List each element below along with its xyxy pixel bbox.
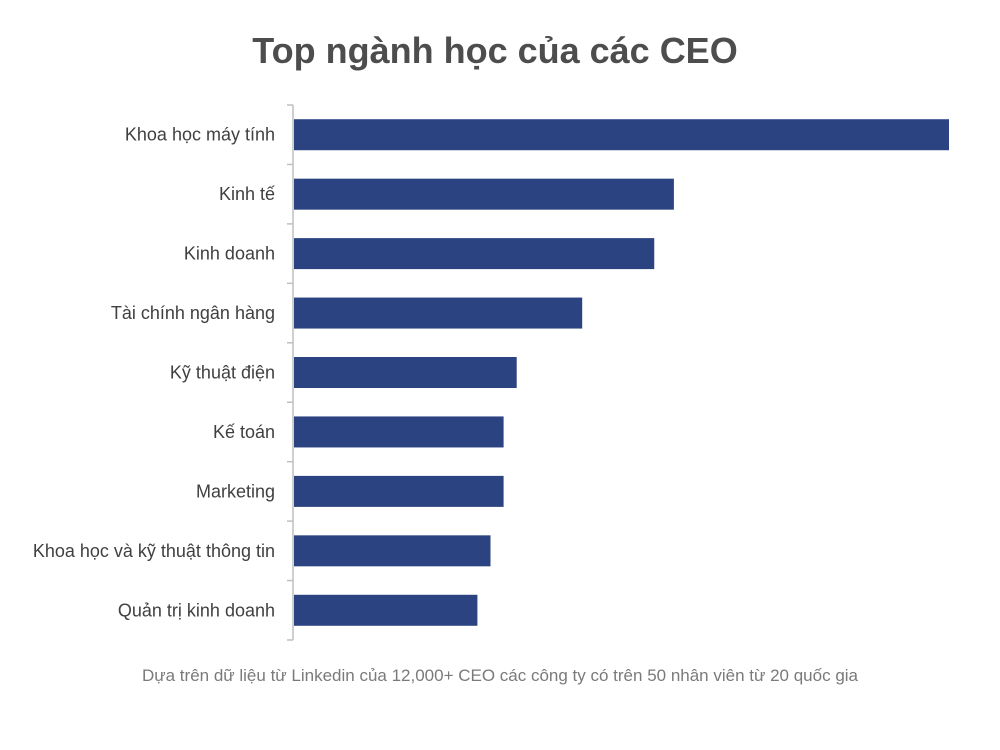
bar <box>294 416 504 448</box>
category-label: Kinh tế <box>219 184 275 204</box>
bar <box>294 119 949 151</box>
category-label: Tài chính ngân hàng <box>111 303 275 323</box>
category-label: Kỹ thuật điện <box>170 363 275 383</box>
category-label: Khoa học và kỹ thuật thông tin <box>33 541 275 561</box>
bar <box>294 594 478 626</box>
category-label: Khoa học máy tính <box>125 125 275 145</box>
category-label: Quản trị kinh doanh <box>118 600 275 620</box>
category-labels: Khoa học máy tính Kinh tế Kinh doanh Tài ch… <box>33 125 275 621</box>
bar <box>294 238 655 270</box>
bars <box>294 119 949 626</box>
chart-title: Top ngành học của các CEO <box>252 30 738 71</box>
category-label: Marketing <box>196 481 275 501</box>
bar <box>294 357 517 388</box>
bar <box>294 297 583 329</box>
bar <box>294 535 491 567</box>
bar <box>294 178 674 210</box>
category-label: Kinh doanh <box>184 244 275 264</box>
chart-footnote: Dựa trên dữ liệu từ Linkedin của 12,000+… <box>141 666 859 685</box>
bar <box>294 475 504 507</box>
y-axis <box>287 104 294 641</box>
category-label: Kế toán <box>213 422 275 442</box>
